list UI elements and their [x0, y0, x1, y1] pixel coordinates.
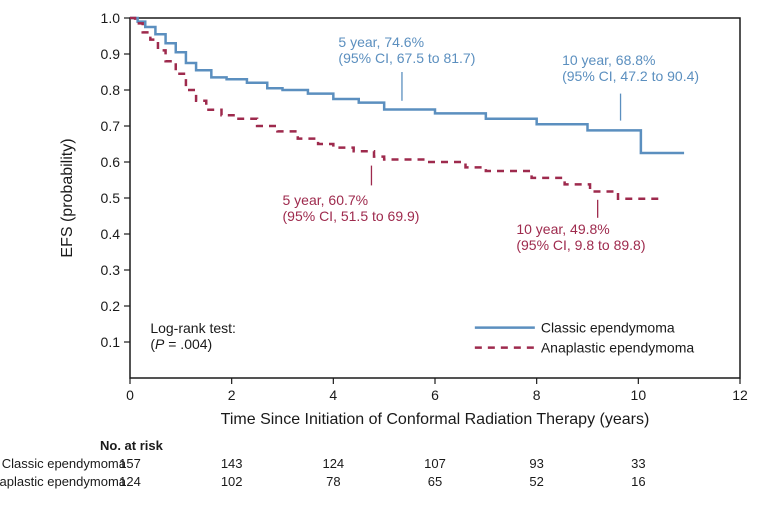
ytick-label: 0.4 — [101, 226, 121, 242]
ytick-label: 0.9 — [101, 46, 121, 62]
legend-label: Anaplastic ependymoma — [541, 340, 695, 356]
ytick-label: 0.1 — [101, 334, 121, 350]
risk-value: 16 — [631, 474, 645, 489]
logrank-p: (P = .004) — [150, 336, 212, 352]
risk-value: 157 — [119, 456, 141, 471]
risk-value: 124 — [322, 456, 344, 471]
xtick-label: 0 — [126, 387, 134, 403]
risk-value: 93 — [529, 456, 543, 471]
risk-value: 124 — [119, 474, 141, 489]
xtick-label: 2 — [228, 387, 236, 403]
ytick-label: 1.0 — [101, 10, 121, 26]
risk-value: 65 — [428, 474, 442, 489]
annotation-text: (95% CI, 47.2 to 90.4) — [562, 68, 699, 84]
xtick-label: 6 — [431, 387, 439, 403]
km-plot: 0.1 0.2 0.3 0.4 0.5 0.6 0.7 0.8 0.9 1.0 0 2 4 6 8 10 12 T… — [0, 0, 780, 520]
annotation-text: (95% CI, 67.5 to 81.7) — [338, 50, 475, 66]
risk-value: 33 — [631, 456, 645, 471]
ytick-label: 0.5 — [101, 190, 121, 206]
xtick-label: 12 — [732, 387, 748, 403]
annotation-text: (95% CI, 9.8 to 89.8) — [516, 237, 645, 253]
y-axis-label: EFS (probability) — [59, 138, 76, 257]
legend-label: Classic ependymoma — [541, 320, 675, 336]
risk-value: 52 — [529, 474, 543, 489]
xtick-label: 8 — [533, 387, 541, 403]
risk-value: 78 — [326, 474, 340, 489]
risk-row-label: Classic ependymoma — [2, 456, 127, 471]
annotation-text: 10 year, 68.8% — [562, 52, 655, 68]
risk-value: 143 — [221, 456, 243, 471]
ytick-label: 0.3 — [101, 262, 121, 278]
annotation-text: 5 year, 60.7% — [283, 192, 369, 208]
annotation-text: 5 year, 74.6% — [338, 34, 424, 50]
risk-value: 107 — [424, 456, 446, 471]
annotation-text: 10 year, 49.8% — [516, 221, 609, 237]
risk-row-label: Anaplastic ependymoma — [0, 474, 127, 489]
xtick-label: 4 — [329, 387, 337, 403]
ytick-label: 0.6 — [101, 154, 121, 170]
ytick-label: 0.7 — [101, 118, 121, 134]
ytick-label: 0.2 — [101, 298, 121, 314]
risk-value: 102 — [221, 474, 243, 489]
annotation-text: (95% CI, 51.5 to 69.9) — [283, 208, 420, 224]
ytick-label: 0.8 — [101, 82, 121, 98]
x-axis-label: Time Since Initiation of Conformal Radia… — [221, 411, 650, 428]
logrank-label: Log-rank test: — [150, 320, 236, 336]
risk-header: No. at risk — [100, 438, 164, 453]
xtick-label: 10 — [631, 387, 647, 403]
